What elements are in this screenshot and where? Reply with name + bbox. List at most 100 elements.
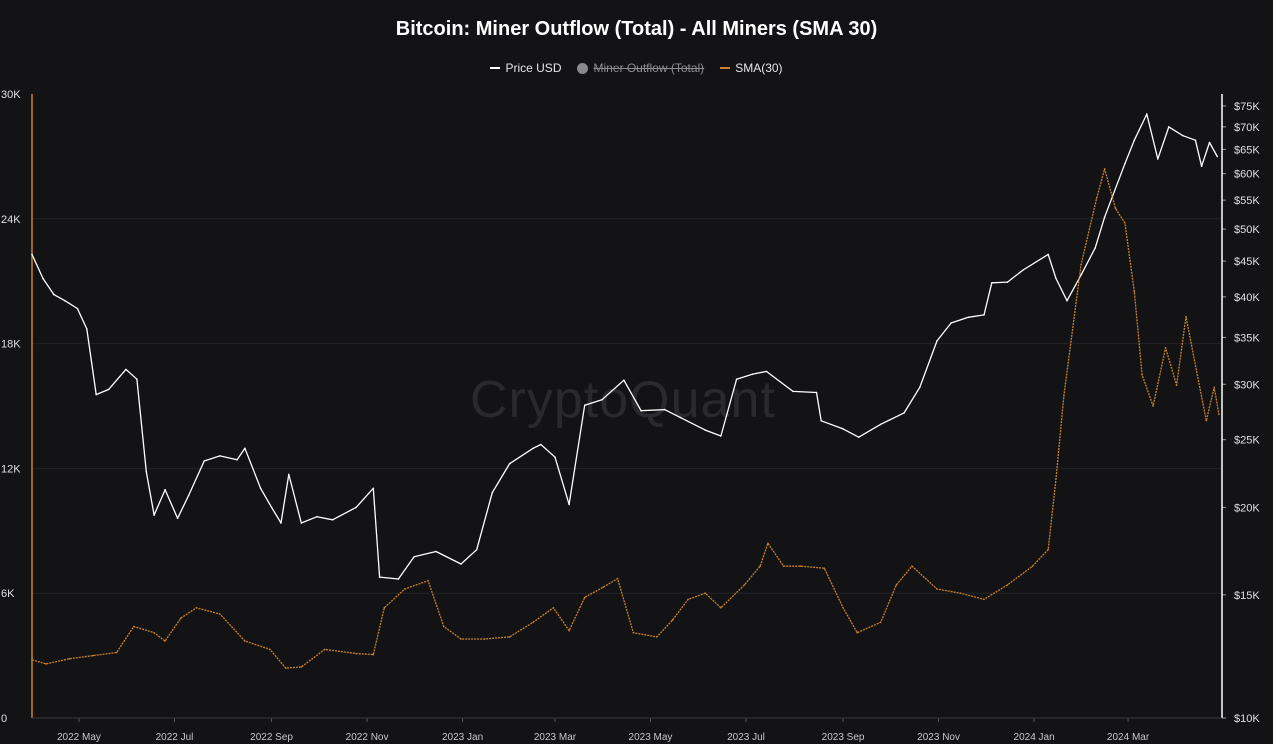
sma-point	[1103, 168, 1106, 170]
price-point	[568, 503, 570, 506]
sma-point	[1063, 394, 1065, 397]
price-point	[508, 462, 511, 465]
price-point	[1124, 162, 1126, 165]
sma-point	[195, 607, 198, 609]
y-tick-label-right: $35K	[1234, 332, 1260, 344]
price-point	[460, 563, 462, 565]
price-point	[540, 443, 542, 446]
sma-point	[800, 565, 802, 567]
price-point	[1200, 165, 1203, 167]
price-point	[820, 420, 822, 422]
sma-point	[1213, 386, 1215, 389]
legend-line-icon	[720, 67, 731, 69]
sma-point	[115, 651, 118, 654]
sma-point	[842, 607, 844, 609]
sma-point	[532, 621, 534, 624]
legend-label-price: Price USD	[505, 61, 562, 75]
x-tick-label: 2022 May	[57, 732, 101, 743]
sma-point	[31, 659, 33, 661]
sma-point	[1205, 419, 1208, 422]
legend: Price USD Miner Outflow (Total) SMA(30)	[0, 61, 1273, 75]
sma-point	[959, 592, 962, 594]
price-point	[153, 514, 155, 516]
legend-item-sma[interactable]: SMA(30)	[720, 61, 783, 75]
sma-point	[1047, 548, 1049, 551]
sma-point	[164, 640, 166, 642]
legend-line-icon	[490, 67, 501, 69]
sma-point	[45, 663, 47, 665]
y-tick-label-right: $45K	[1234, 256, 1260, 268]
price-point	[765, 370, 768, 373]
sma-point	[1197, 380, 1200, 382]
price-point	[372, 487, 375, 490]
sma-point	[671, 619, 674, 621]
price-point	[1055, 277, 1057, 280]
price-point	[31, 253, 33, 256]
price-point	[491, 491, 494, 494]
sma-point	[372, 653, 375, 656]
price-point	[42, 277, 44, 280]
price-point	[475, 548, 478, 551]
sma-point	[823, 567, 826, 569]
sma-point	[720, 607, 722, 609]
sma-point	[300, 666, 303, 668]
y-tick-label-right: $40K	[1234, 292, 1260, 304]
price-point	[1047, 253, 1049, 256]
sma-point	[743, 584, 746, 586]
y-tick-label-left: 24K	[1, 214, 21, 226]
sma-point	[443, 625, 445, 628]
y-tick-label-right: $65K	[1234, 144, 1260, 156]
price-point	[1080, 274, 1082, 276]
sma-point	[460, 638, 462, 640]
sma-point	[180, 617, 182, 619]
price-point	[1094, 247, 1096, 249]
y-tick-label-right: $25K	[1234, 435, 1260, 447]
sma-point	[1006, 584, 1009, 586]
price-point	[259, 487, 262, 490]
price-point	[125, 368, 127, 371]
y-tick-label-right: $75K	[1234, 101, 1260, 113]
price-point	[679, 416, 681, 419]
sma-point	[1124, 222, 1126, 224]
sma-point	[936, 588, 938, 590]
y-tick-label-right: $70K	[1234, 122, 1260, 134]
price-point	[792, 390, 794, 393]
price-point	[1133, 139, 1136, 141]
sma-point	[767, 542, 769, 545]
price-point	[983, 314, 985, 316]
sma-point	[687, 598, 689, 601]
sma-point	[1133, 290, 1136, 293]
x-tick-label: 2022 Jul	[156, 732, 194, 743]
price-point	[1216, 155, 1219, 158]
sma-point	[1114, 207, 1117, 210]
price-point	[397, 578, 400, 580]
price-point	[219, 455, 221, 457]
price-point	[164, 488, 166, 491]
price-point	[903, 412, 905, 414]
price-point	[300, 522, 303, 524]
legend-item-miner-outflow[interactable]: Miner Outflow (Total)	[577, 61, 704, 75]
x-tick-label: 2023 Jan	[442, 732, 483, 743]
price-point	[601, 399, 603, 401]
sma-point	[1031, 565, 1034, 567]
price-point	[355, 506, 357, 509]
legend-dot-icon	[577, 62, 589, 74]
sma-point	[92, 654, 94, 657]
y-tick-label-right: $50K	[1234, 224, 1260, 236]
sma-point	[219, 613, 221, 615]
price-point	[244, 447, 246, 450]
legend-item-price[interactable]: Price USD	[490, 61, 561, 75]
price-point	[1168, 126, 1170, 128]
sma-point	[616, 577, 619, 580]
price-point	[316, 515, 318, 518]
price-point	[95, 393, 97, 396]
price-point	[1182, 134, 1184, 137]
sma-point	[1055, 478, 1057, 480]
sma-point	[1175, 384, 1178, 387]
price-point	[435, 550, 437, 553]
y-tick-label-right: $55K	[1234, 195, 1260, 207]
price-point	[176, 517, 179, 520]
price-point	[583, 404, 586, 407]
sma-point	[1152, 405, 1154, 407]
